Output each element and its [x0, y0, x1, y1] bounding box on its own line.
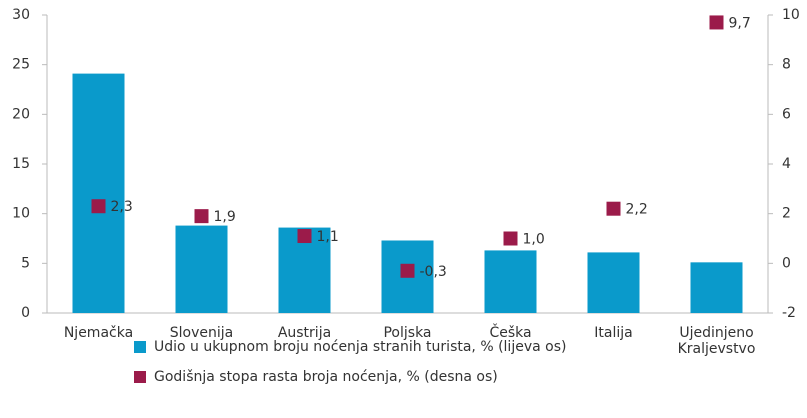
data-label: 2,2 — [626, 202, 648, 218]
marker — [709, 15, 724, 30]
x-tick-label: Italija — [594, 325, 633, 341]
x-tick-label: Slovenija — [169, 325, 234, 341]
y2-tick-label: 6 — [782, 106, 791, 122]
legend-swatch — [134, 341, 146, 353]
y2-tick-label: 4 — [782, 156, 791, 172]
legend-swatch — [134, 371, 146, 383]
y-tick-label: 30 — [12, 7, 30, 23]
legend-label: Udio u ukupnom broju noćenja stranih tur… — [154, 339, 566, 355]
x-tick-label: Češka — [489, 325, 532, 341]
bar — [690, 262, 743, 313]
y-tick-label: 20 — [12, 106, 30, 122]
legend-label: Godišnja stopa rasta broja noćenja, % (d… — [154, 369, 498, 385]
bar — [72, 73, 125, 314]
marker — [400, 263, 415, 278]
y2-tick-label: 10 — [782, 7, 800, 23]
marker — [297, 229, 312, 244]
data-label: 1,0 — [523, 232, 545, 248]
y-tick-label: 25 — [12, 57, 30, 73]
x-tick-label: Poljska — [383, 325, 432, 341]
y2-tick-label: -2 — [782, 305, 796, 321]
data-label: 1,1 — [317, 229, 339, 245]
data-label: -0,3 — [420, 264, 447, 280]
y-tick-label: 15 — [12, 156, 30, 172]
marker — [194, 209, 209, 224]
data-label: 9,7 — [729, 15, 751, 31]
y2-tick-label: 0 — [782, 255, 791, 271]
bar — [175, 225, 228, 313]
bar — [587, 252, 640, 313]
marker — [503, 231, 518, 246]
x-tick-label: Njemačka — [63, 325, 134, 341]
y2-tick-label: 8 — [782, 57, 791, 73]
data-label: 2,3 — [111, 199, 133, 215]
data-label: 1,9 — [214, 209, 236, 225]
x-tick-label: Ujedinjeno Kraljevstvo — [677, 325, 756, 357]
y-tick-label: 0 — [21, 305, 30, 321]
marker — [606, 201, 621, 216]
x-tick-label: Austrija — [277, 325, 332, 341]
y-tick-label: 5 — [21, 255, 30, 271]
y-tick-label: 10 — [12, 206, 30, 222]
marker — [91, 199, 106, 214]
y2-tick-label: 2 — [782, 206, 791, 222]
bar — [484, 250, 537, 313]
